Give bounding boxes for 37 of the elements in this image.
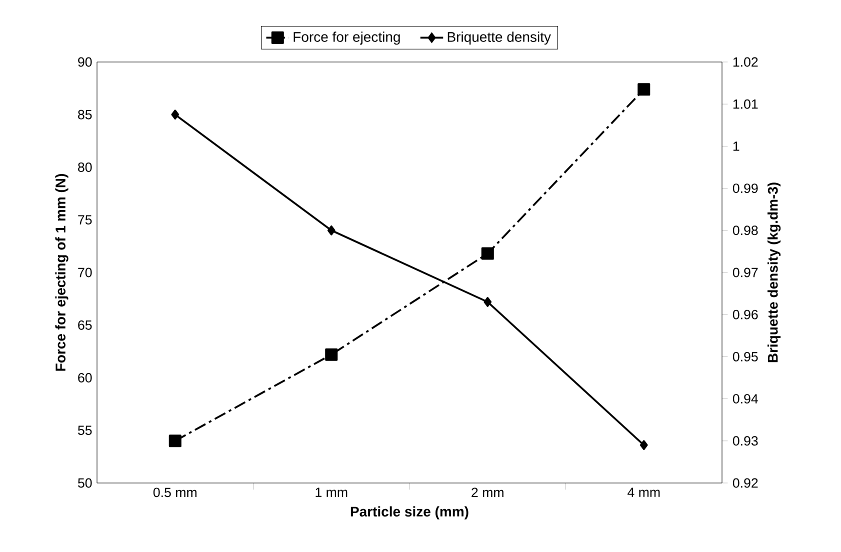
y-tick-label: 60 [78, 373, 92, 382]
y-tick-label: 50 [78, 478, 92, 488]
y-axis-title: Force for ejecting of 1 mm (N) [55, 174, 68, 371]
legend-label: Force for ejecting [294, 32, 400, 45]
y2-tick-label: 1.01 [733, 99, 758, 109]
y-tick-label: 65 [78, 320, 92, 330]
point [481, 247, 494, 260]
y-tick-label: 90 [78, 57, 92, 67]
point [327, 225, 336, 236]
point [640, 440, 648, 450]
y-tick-label: 75 [78, 215, 92, 225]
y-tick-label: 55 [78, 426, 92, 436]
point [638, 83, 650, 96]
x-tick-label: 1 mm [316, 488, 348, 497]
x-axis-title: Particle size (mm) [350, 506, 468, 520]
y2-tick-label: 0.94 [732, 394, 758, 404]
x-tick-label: 4 mm [628, 488, 660, 497]
y2-tick-label: 0.93 [732, 436, 758, 446]
y-tick-label: 70 [78, 268, 92, 278]
point [168, 434, 182, 448]
y2-tick-label: 0.96 [732, 310, 758, 320]
x-tick-label: 0.5 mm [153, 488, 196, 498]
x-tick-label: 2 mm [472, 488, 504, 498]
y2-tick-label: 0.97 [732, 268, 758, 278]
point [171, 110, 180, 120]
y2-tick-label: 0.98 [732, 226, 758, 236]
y2-tick-label: 1 [733, 142, 740, 151]
y-tick-label: 85 [78, 110, 92, 120]
point [484, 297, 492, 307]
y2-axis-title: Briquette density (kg.dm-3) [768, 182, 781, 362]
y2-tick-label: 0.92 [732, 478, 758, 488]
legend-label: Briquette density [448, 32, 551, 45]
y2-tick-label: 1.02 [733, 57, 758, 67]
y-tick-label: 80 [78, 162, 92, 172]
point [325, 348, 338, 361]
y2-tick-label: 0.95 [732, 352, 758, 362]
y2-tick-label: 0.99 [732, 184, 758, 194]
